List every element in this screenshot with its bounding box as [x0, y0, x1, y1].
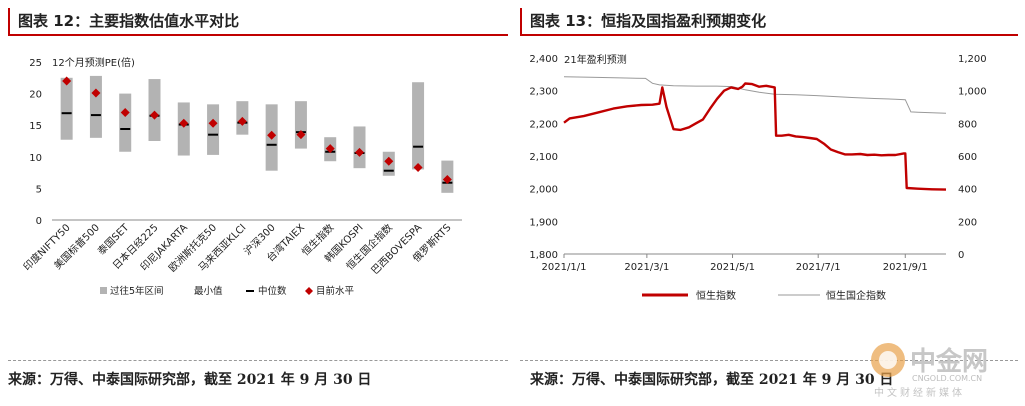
- left-separator: [8, 360, 508, 361]
- range-bar: [89, 75, 102, 138]
- y-tick-label: 5: [36, 184, 42, 195]
- current-level-marker: [237, 116, 247, 126]
- series-hscei-line: [563, 76, 947, 114]
- legend-hsi-label: 恒生指数: [696, 289, 736, 302]
- line-series-note: 21年盈利预测: [564, 53, 627, 66]
- right-separator: [520, 360, 1018, 361]
- line-chart-axes: 1,800 0 1,900 200 2,000 400 2,100 600 2,200 800 2,…: [529, 54, 986, 273]
- current-level-marker: [296, 130, 306, 140]
- right-y-tick-label: 1,200: [958, 54, 987, 65]
- right-chart-title: 图表 13：恒指及国指盈利预期变化: [530, 12, 767, 30]
- y-tick-label: 0: [36, 216, 42, 227]
- current-level-marker: [325, 144, 335, 154]
- right-y-tick-label: 800: [958, 119, 977, 130]
- legend-current-swatch: [305, 287, 313, 295]
- box-chart-axes: 0 5 10 15 20 25: [29, 58, 462, 227]
- box-unit-label: 12个月预测PE(倍): [52, 56, 135, 69]
- left-y-tick-label: 2,200: [529, 119, 558, 130]
- y-tick-label: 15: [29, 121, 42, 132]
- right-source: 来源：万得、中泰国际研究部，截至 2021 年 9 月 30 日: [530, 372, 894, 388]
- right-y-tick-label: 200: [958, 217, 977, 228]
- right-title-rule: [520, 34, 1018, 36]
- left-y-tick-label: 2,400: [529, 54, 558, 65]
- right-y-tick-label: 1,000: [958, 87, 987, 98]
- range-bar: [207, 104, 220, 155]
- legend-hscei-label: 恒生国企指数: [826, 289, 886, 302]
- left-y-tick-label: 2,300: [529, 87, 558, 98]
- legend-range-swatch: [100, 287, 107, 294]
- current-level-marker: [150, 110, 159, 120]
- series-hsi-line: [563, 82, 947, 191]
- y-tick-label: 25: [29, 58, 42, 69]
- x-tick-label: 2021/3/1: [624, 262, 669, 273]
- current-level-marker: [384, 156, 394, 166]
- range-bar: [119, 93, 132, 152]
- x-tick-label: 2021/1/1: [542, 262, 587, 273]
- box-chart-legend: 过往5年区间 最小值 中位数 目前水平: [100, 285, 355, 297]
- line-chart-legend: 恒生指数 恒生国企指数: [642, 289, 886, 302]
- current-level-marker: [413, 163, 423, 173]
- left-title-rule: [8, 34, 508, 36]
- range-bar: [353, 126, 366, 169]
- current-level-marker: [179, 118, 189, 128]
- current-level-marker: [267, 130, 277, 140]
- current-level-marker: [91, 88, 101, 98]
- legend-current-label: 目前水平: [316, 285, 355, 297]
- category-label: 巴西BOVESPA: [369, 222, 424, 277]
- range-bar: [412, 82, 425, 170]
- current-level-marker: [355, 147, 364, 157]
- current-level-marker: [208, 118, 218, 128]
- current-level-marker: [120, 108, 130, 118]
- range-bar: [60, 77, 73, 140]
- x-tick-label: 2021/7/1: [796, 262, 841, 273]
- watermark-brand: 中金网: [910, 346, 988, 377]
- range-bar: [177, 102, 190, 156]
- left-y-tick-label: 1,800: [529, 250, 558, 261]
- left-chart-title: 图表 12：主要指数估值水平对比: [18, 12, 240, 30]
- y-tick-label: 10: [29, 153, 42, 164]
- left-source: 来源：万得、中泰国际研究部，截至 2021 年 9 月 30 日: [8, 372, 372, 388]
- legend-median-label: 中位数: [258, 285, 287, 297]
- left-y-tick-label: 1,900: [529, 217, 558, 228]
- watermark-logo: 中金网 CNGOLD.COM.CN 中文财经新媒体: [871, 343, 988, 399]
- x-tick-label: 2021/9/1: [883, 262, 928, 273]
- x-tick-label: 2021/5/1: [710, 262, 755, 273]
- box-chart-marks: 印度NIFTY50美国标普500泰国SET日本日经225印尼JAKARTA欧洲斯…: [20, 75, 453, 277]
- right-y-tick-label: 600: [958, 152, 977, 163]
- watermark-tagline: 中文财经新媒体: [874, 386, 965, 399]
- range-bar: [148, 79, 161, 141]
- right-y-tick-label: 0: [958, 250, 964, 261]
- right-y-tick-label: 400: [958, 185, 977, 196]
- y-tick-label: 20: [29, 90, 42, 101]
- earnings-line-chart: 1,800 0 1,900 200 2,000 400 2,100 600 2,200 800 2,…: [529, 53, 986, 302]
- range-bar: [294, 101, 307, 149]
- left-y-tick-label: 2,100: [529, 152, 558, 163]
- legend-range-label: 过往5年区间: [110, 285, 164, 297]
- left-title-marker: [8, 8, 10, 36]
- current-level-marker: [442, 175, 452, 185]
- left-y-tick-label: 2,000: [529, 185, 558, 196]
- watermark-domain: CNGOLD.COM.CN: [912, 374, 982, 383]
- right-title-marker: [520, 8, 522, 36]
- legend-min-label: 最小值: [194, 285, 223, 297]
- line-chart-marks: [563, 76, 947, 191]
